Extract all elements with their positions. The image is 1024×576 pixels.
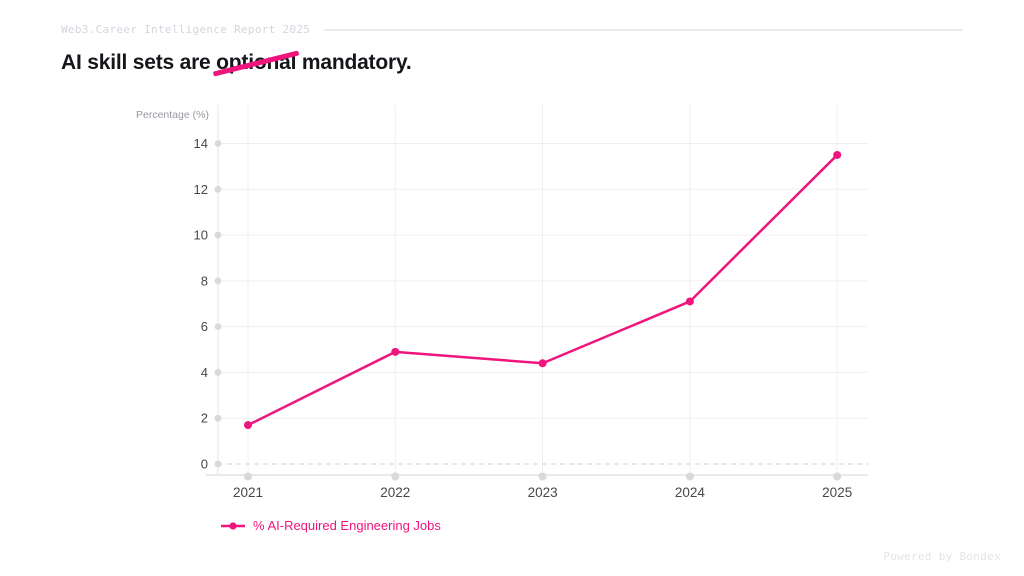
y-axis-tick-dot [214, 323, 222, 331]
x-tick-label: 2024 [675, 485, 706, 500]
x-tick-label: 2021 [233, 485, 263, 500]
y-axis-tick-dot [214, 277, 222, 285]
y-axis-tick-dot [214, 414, 222, 422]
x-axis-tick-dot [833, 472, 842, 481]
y-tick-label: 10 [194, 228, 208, 243]
x-axis-tick-dot [685, 472, 694, 481]
data-point[interactable] [244, 421, 252, 430]
x-tick-label: 2022 [380, 485, 410, 500]
x-axis-tick-dot [391, 472, 400, 481]
y-tick-label: 0 [201, 457, 208, 472]
y-tick-label: 4 [201, 365, 208, 380]
legend-line-marker-icon [221, 521, 245, 530]
data-point[interactable] [391, 347, 400, 356]
y-axis-title: Percentage (%) [136, 109, 209, 121]
header-divider-line [324, 28, 963, 31]
legend-series-label: % AI-Required Engineering Jobs [253, 518, 441, 533]
x-axis-tick-dot [538, 472, 547, 481]
report-header: Web3.Career Intelligence Report 2025 [61, 23, 963, 36]
title-text-after: mandatory. [296, 51, 412, 74]
x-axis-tick-dot [244, 472, 252, 481]
y-tick-label: 14 [194, 136, 208, 151]
data-point[interactable] [685, 297, 694, 306]
chart-legend[interactable]: % AI-Required Engineering Jobs [221, 518, 441, 533]
y-axis-tick-dot [214, 460, 222, 468]
y-axis-tick-dot [214, 369, 222, 376]
data-point[interactable] [833, 150, 842, 159]
powered-by-credit: Powered by Bondex [883, 550, 1001, 563]
y-tick-label: 6 [201, 319, 208, 334]
y-axis-tick-dot [214, 140, 222, 147]
line-chart: 0 2 4 6 8 10 12 14 2021 2022 2023 2024 2025 Percentag… [120, 95, 920, 505]
report-name: Web3.Career Intelligence Report 2025 [61, 23, 311, 36]
x-tick-label: 2023 [528, 485, 558, 500]
y-tick-label: 8 [201, 273, 208, 288]
line-chart-canvas: 0 2 4 6 8 10 12 14 2021 2022 2023 2024 2025 Percentag… [136, 105, 868, 500]
data-point[interactable] [538, 359, 547, 368]
page-title: AI skill sets are optional mandatory. [61, 50, 412, 77]
x-tick-label: 2025 [822, 485, 852, 500]
y-axis-tick-dot [214, 231, 222, 239]
y-axis-tick-dot [214, 185, 222, 193]
title-text-before: AI skill sets are [61, 51, 217, 74]
y-tick-label: 2 [201, 411, 208, 426]
y-tick-label: 12 [194, 182, 208, 197]
title-struck-word: optional [212, 50, 300, 77]
